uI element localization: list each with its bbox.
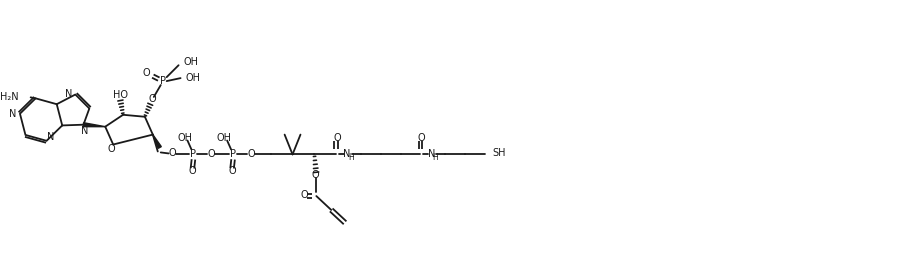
Text: O: O: [142, 68, 149, 78]
Text: OH: OH: [184, 57, 199, 67]
Text: HO: HO: [112, 90, 128, 100]
Text: H₂N: H₂N: [0, 92, 19, 102]
Text: N: N: [47, 132, 54, 142]
Text: O: O: [333, 133, 341, 143]
Text: O: O: [301, 190, 309, 200]
Text: OH: OH: [177, 133, 192, 143]
Text: O: O: [169, 148, 176, 158]
Text: O: O: [148, 94, 156, 104]
Text: OH: OH: [185, 73, 201, 83]
Text: N: N: [65, 89, 72, 99]
Text: O: O: [189, 166, 196, 176]
Text: OH: OH: [217, 133, 231, 143]
Text: P: P: [230, 149, 236, 159]
Text: O: O: [311, 170, 320, 180]
Text: P: P: [191, 149, 196, 159]
Text: O: O: [208, 149, 215, 159]
Text: N: N: [428, 149, 435, 159]
Text: P: P: [159, 76, 166, 86]
Text: N: N: [9, 109, 17, 119]
Text: H: H: [432, 153, 438, 162]
Text: SH: SH: [492, 148, 506, 158]
Text: O: O: [418, 133, 425, 143]
Text: H: H: [348, 153, 354, 162]
Polygon shape: [84, 123, 105, 127]
Text: O: O: [248, 149, 255, 159]
Text: O: O: [229, 166, 236, 176]
Text: N: N: [344, 149, 351, 159]
Polygon shape: [153, 135, 161, 148]
Text: N: N: [81, 126, 88, 136]
Text: O: O: [107, 144, 115, 154]
